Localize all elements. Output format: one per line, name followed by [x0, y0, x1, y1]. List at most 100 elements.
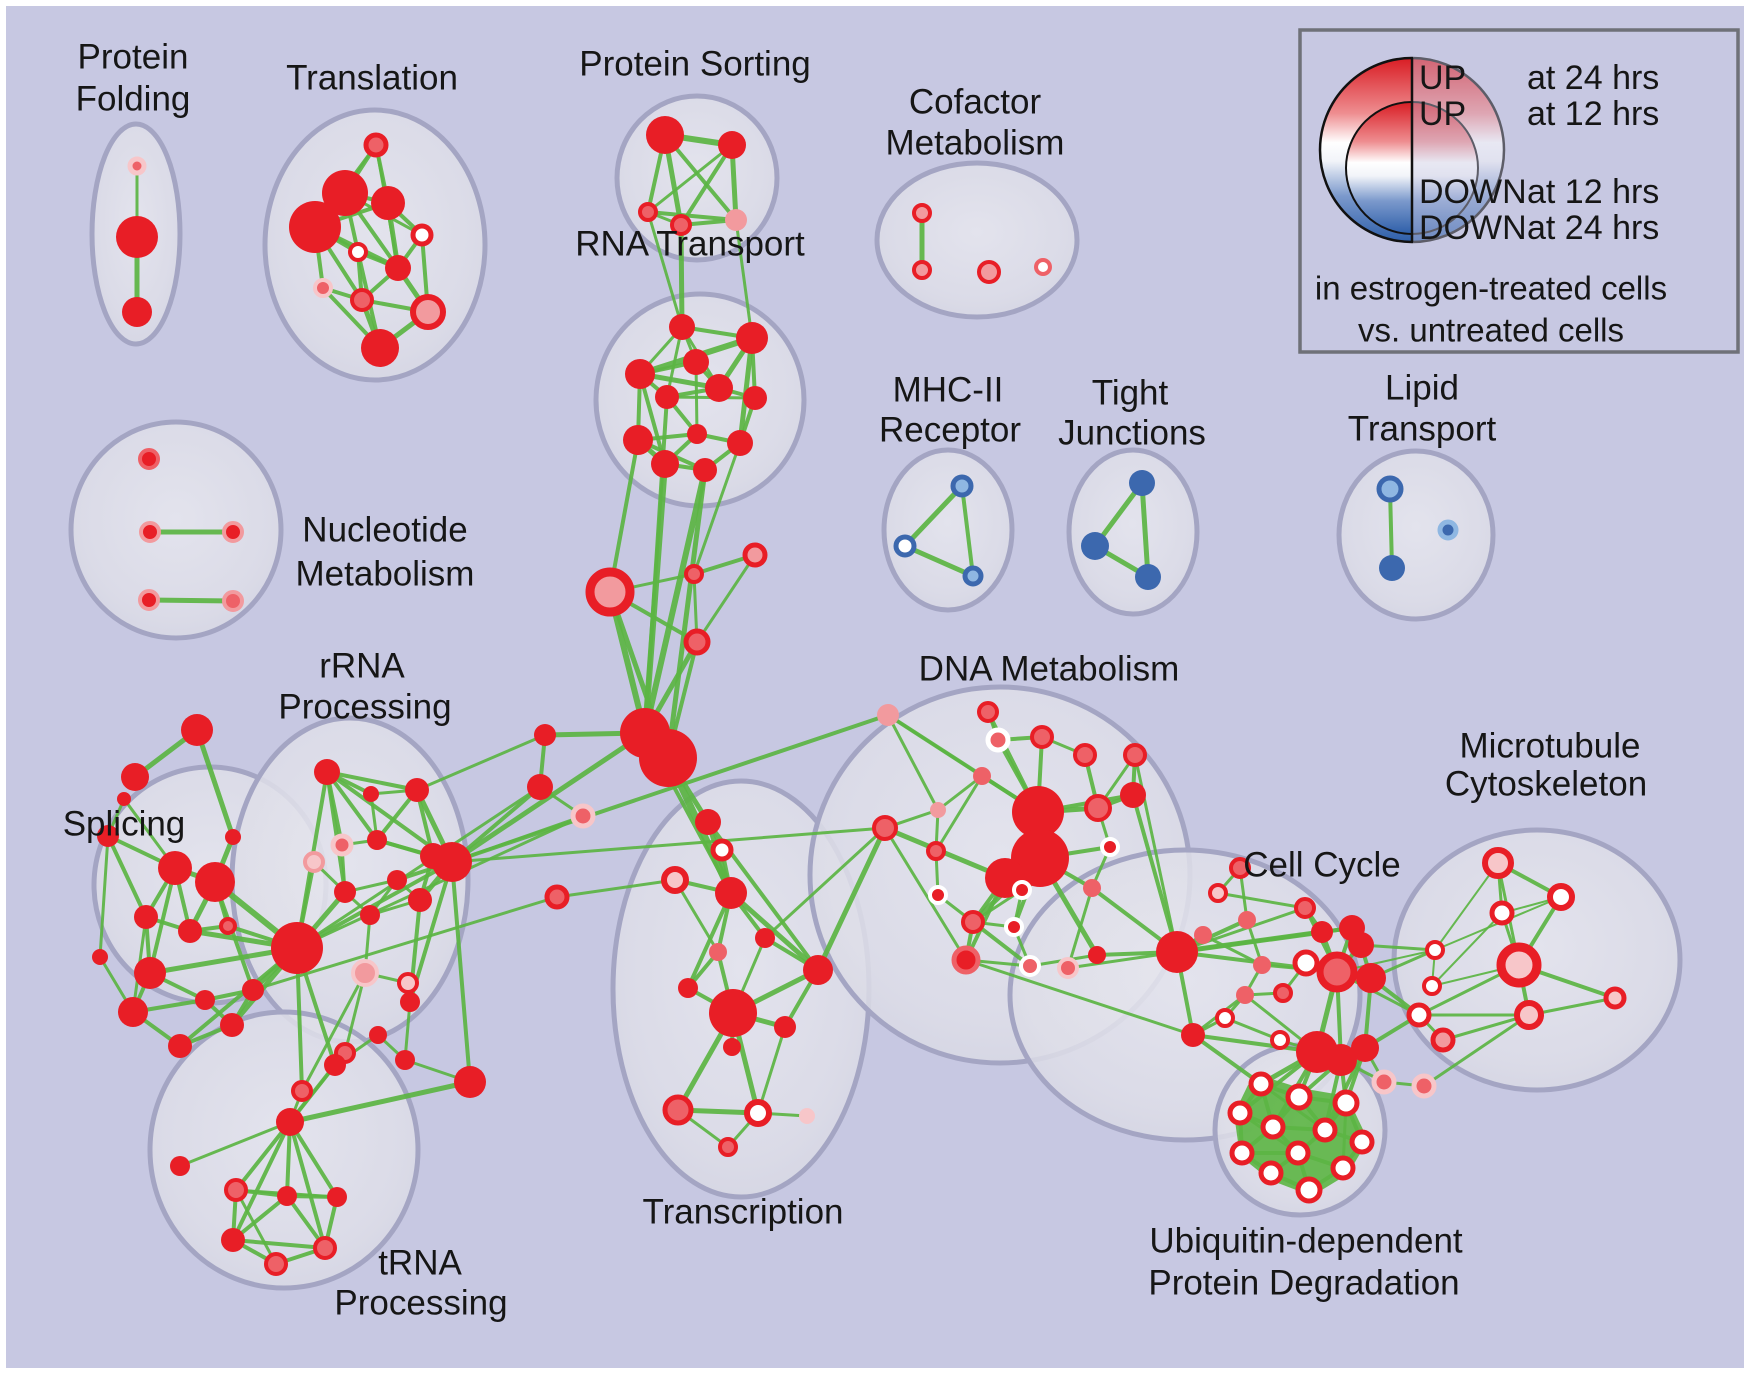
gene-node: [367, 830, 387, 850]
edge: [295, 814, 585, 950]
gene-node: [877, 704, 899, 726]
cluster-label: Tight: [1092, 374, 1169, 413]
gene-node: [710, 838, 734, 862]
gene-node: [322, 170, 368, 216]
cluster-label: Folding: [76, 80, 191, 119]
gene-node: [950, 474, 974, 498]
gene-node: [736, 322, 768, 354]
edge: [1175, 906, 1307, 954]
gene-node: [225, 829, 241, 845]
gene-node: [1030, 725, 1054, 749]
gene-node: [221, 1228, 245, 1252]
edge: [449, 730, 648, 865]
network-nodes: [92, 116, 1627, 1276]
edge: [325, 770, 347, 894]
gene-node: [1270, 1030, 1290, 1050]
cluster-label: Receptor: [879, 411, 1021, 450]
gene-node: [1348, 932, 1374, 958]
gene-node: [684, 564, 704, 584]
gene-node: [985, 727, 1011, 753]
edge: [686, 891, 733, 990]
gene-node: [715, 877, 747, 909]
gene-node: [803, 955, 833, 985]
edge: [450, 826, 887, 864]
gene-node: [1229, 857, 1251, 879]
edge: [231, 1120, 292, 1242]
gene-node: [544, 884, 570, 910]
gene-node: [118, 997, 148, 1027]
gene-node: [289, 201, 341, 253]
gene-node: [1034, 258, 1052, 276]
gene-node: [926, 841, 946, 861]
legend-row-time: at 24 hrs: [1527, 209, 1659, 247]
cluster-label: Protein Degradation: [1148, 1264, 1459, 1303]
gene-node: [1285, 1083, 1313, 1111]
cluster-tight-junctions: [1066, 447, 1200, 617]
gene-node: [695, 809, 721, 835]
gene-node: [585, 567, 635, 617]
edge: [295, 785, 542, 950]
edge: [679, 143, 734, 227]
gene-node: [912, 203, 932, 223]
cluster-label: tRNA: [378, 1244, 462, 1283]
gene-node: [693, 458, 717, 482]
gene-node: [625, 359, 655, 389]
gene-node: [219, 917, 237, 935]
edge: [960, 484, 975, 578]
gene-node: [1194, 926, 1212, 944]
cluster-label: Metabolism: [296, 555, 475, 594]
edge: [695, 553, 757, 644]
legend-fade-overlay: [1413, 52, 1509, 248]
gene-node: [350, 288, 374, 312]
gene-node: [117, 792, 131, 806]
gene-node: [1215, 1008, 1235, 1028]
edge: [1191, 1033, 1263, 1086]
gene-node: [348, 242, 368, 262]
legend-row-dir: UP: [1419, 95, 1466, 133]
gene-node: [271, 922, 323, 974]
gene-node: [1489, 900, 1515, 926]
gene-node: [134, 905, 158, 929]
gene-node: [1425, 940, 1445, 960]
gene-node: [977, 260, 1001, 284]
cluster-label: Junctions: [1058, 414, 1206, 453]
gene-node: [1135, 564, 1161, 590]
edge: [146, 597, 236, 604]
edge: [1431, 912, 1503, 987]
gene-node: [1012, 880, 1032, 900]
gene-node: [1295, 1176, 1323, 1204]
cluster-label: Cofactor: [909, 83, 1042, 122]
gene-node: [400, 992, 420, 1012]
gene-node: [158, 851, 192, 885]
gene-node: [361, 329, 399, 367]
gene-node: [928, 885, 948, 905]
edge: [1323, 1046, 1367, 1132]
edge: [646, 210, 684, 329]
gene-node: [718, 131, 746, 159]
edge: [934, 774, 984, 853]
edge: [608, 438, 640, 594]
gene-node: [276, 1108, 304, 1136]
cluster-label: Microtubule: [1460, 727, 1641, 766]
gene-node: [369, 1026, 387, 1044]
gene-node: [92, 949, 108, 965]
cluster-label: Translation: [286, 59, 458, 98]
edge: [902, 483, 965, 549]
edge: [886, 713, 940, 812]
gene-node: [774, 1016, 796, 1038]
gene-node: [670, 214, 692, 236]
gene-node: [1482, 847, 1514, 879]
gene-node: [1312, 1117, 1338, 1143]
edge: [450, 860, 472, 1084]
edge: [415, 733, 547, 792]
gene-node: [195, 862, 235, 902]
gene-node: [127, 156, 147, 176]
cluster-label: MHC-II: [893, 371, 1004, 410]
cluster-label: Nucleotide: [302, 511, 467, 550]
gene-node: [313, 278, 333, 298]
gene-node: [324, 1054, 346, 1076]
gene-node: [122, 297, 152, 327]
legend-row-time: at 24 hrs: [1527, 59, 1659, 97]
